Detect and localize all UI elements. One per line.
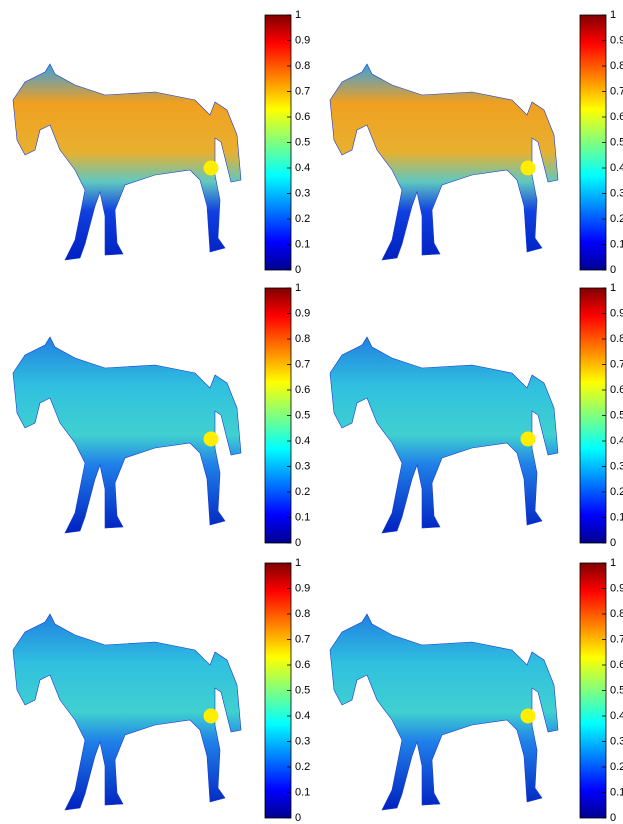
colorbar-tick-label: 0.3 bbox=[610, 735, 623, 747]
colorbar-tick-label: 0.8 bbox=[610, 60, 623, 72]
colorbar-tick-label: 0.5 bbox=[610, 136, 623, 148]
colorbar-tick-label: 0.5 bbox=[295, 136, 310, 148]
panel bbox=[330, 614, 558, 810]
colorbar-tick-label: 0.2 bbox=[610, 761, 623, 773]
colorbar-tick-label: 0.9 bbox=[610, 307, 623, 319]
colorbar-tick-label: 1 bbox=[610, 557, 616, 569]
colorbar-tick-label: 0.9 bbox=[295, 582, 310, 594]
panel bbox=[13, 337, 241, 533]
colorbar-tick-label: 0.6 bbox=[610, 111, 623, 123]
colorbar-tick-label: 0.7 bbox=[610, 358, 623, 370]
colorbar-tick-label: 0.5 bbox=[295, 409, 310, 421]
marker-dot bbox=[521, 432, 536, 447]
colorbar-tick-label: 0.8 bbox=[610, 608, 623, 620]
colorbar-tick-label: 0.7 bbox=[295, 633, 310, 645]
colorbar-tick-label: 0 bbox=[610, 264, 616, 276]
colorbar-tick-label: 0.8 bbox=[295, 608, 310, 620]
colorbar-tick-label: 0.9 bbox=[295, 34, 310, 46]
colorbar-tick-label: 0.4 bbox=[610, 435, 623, 447]
colorbar-tick-label: 0 bbox=[610, 537, 616, 549]
colorbar-tick-label: 0.6 bbox=[610, 659, 623, 671]
colorbar-tick-label: 0.5 bbox=[610, 684, 623, 696]
colorbar-tick-label: 0.8 bbox=[610, 333, 623, 345]
colorbar-tick-label: 0.4 bbox=[610, 710, 623, 722]
colorbar-tick-label: 0.4 bbox=[295, 710, 310, 722]
colorbar-tick-label: 0.7 bbox=[610, 633, 623, 645]
colorbar-tick-label: 0.2 bbox=[295, 761, 310, 773]
colorbar-tick-label: 0.2 bbox=[610, 486, 623, 498]
colorbar-tick-label: 0 bbox=[295, 812, 301, 824]
panel bbox=[13, 64, 241, 260]
marker-dot bbox=[521, 709, 536, 724]
panel bbox=[330, 64, 558, 260]
colorbar-tick-label: 1 bbox=[295, 557, 301, 569]
colorbar-tick-label: 0.5 bbox=[295, 684, 310, 696]
colorbar-tick-label: 0.8 bbox=[295, 333, 310, 345]
marker-dot bbox=[204, 161, 219, 176]
colorbar-tick-label: 0.3 bbox=[610, 187, 623, 199]
colorbar-tick-label: 0 bbox=[295, 537, 301, 549]
colorbar-tick-label: 0.8 bbox=[295, 60, 310, 72]
colorbar-tick-label: 0.3 bbox=[295, 735, 310, 747]
colorbar-tick-label: 0.1 bbox=[610, 238, 623, 250]
colorbar-tick-label: 1 bbox=[295, 282, 301, 294]
figure: 0 0.1 0.2 0.3 0.4 0.5 0.6 0.7 0.8 0.9 1 0 0.1 0.2 0.3 0… bbox=[0, 0, 623, 824]
colorbar-tick-label: 0.1 bbox=[295, 238, 310, 250]
colorbar-tick-label: 0.6 bbox=[295, 384, 310, 396]
colorbar-tick-label: 1 bbox=[610, 9, 616, 21]
colorbar-tick-label: 0.9 bbox=[295, 307, 310, 319]
colorbar-tick-label: 0.2 bbox=[295, 486, 310, 498]
colorbar-tick-label: 0.6 bbox=[610, 384, 623, 396]
colorbar-tick-label: 0.3 bbox=[295, 187, 310, 199]
colorbar-tick-label: 0.1 bbox=[610, 511, 623, 523]
colorbar-tick-label: 0.3 bbox=[610, 460, 623, 472]
colorbar-tick-label: 1 bbox=[295, 9, 301, 21]
marker-dot bbox=[204, 432, 219, 447]
colorbar-tick-label: 0.9 bbox=[610, 582, 623, 594]
colorbar-tick-label: 0.7 bbox=[610, 85, 623, 97]
colorbar-tick-label: 0.9 bbox=[610, 34, 623, 46]
colorbar-tick-label: 0.1 bbox=[610, 786, 623, 798]
panel bbox=[13, 614, 241, 810]
colorbar-tick-label: 0.4 bbox=[295, 435, 310, 447]
colorbar-tick-label: 0.1 bbox=[295, 511, 310, 523]
panel bbox=[330, 337, 558, 533]
colorbar-tick-label: 0.4 bbox=[610, 162, 623, 174]
marker-dot bbox=[521, 161, 536, 176]
colorbar-tick-label: 0.5 bbox=[610, 409, 623, 421]
colorbar-tick-label: 0.6 bbox=[295, 111, 310, 123]
colorbar-tick-label: 0.6 bbox=[295, 659, 310, 671]
colorbar-tick-label: 0.2 bbox=[295, 213, 310, 225]
page: 0 0.1 0.2 0.3 0.4 0.5 0.6 0.7 0.8 0.9 1 0 0.1 0.2 0.3 0… bbox=[0, 0, 623, 824]
marker-dot bbox=[204, 709, 219, 724]
colorbar-tick-label: 0.3 bbox=[295, 460, 310, 472]
colorbar-tick-label: 0.2 bbox=[610, 213, 623, 225]
colorbar-tick-label: 0.1 bbox=[295, 786, 310, 798]
colorbar-tick-label: 0.7 bbox=[295, 85, 310, 97]
colorbar-tick-label: 0 bbox=[295, 264, 301, 276]
colorbar-tick-label: 0.4 bbox=[295, 162, 310, 174]
colorbar-tick-label: 1 bbox=[610, 282, 616, 294]
colorbar-tick-label: 0.7 bbox=[295, 358, 310, 370]
colorbar-tick-label: 0 bbox=[610, 812, 616, 824]
